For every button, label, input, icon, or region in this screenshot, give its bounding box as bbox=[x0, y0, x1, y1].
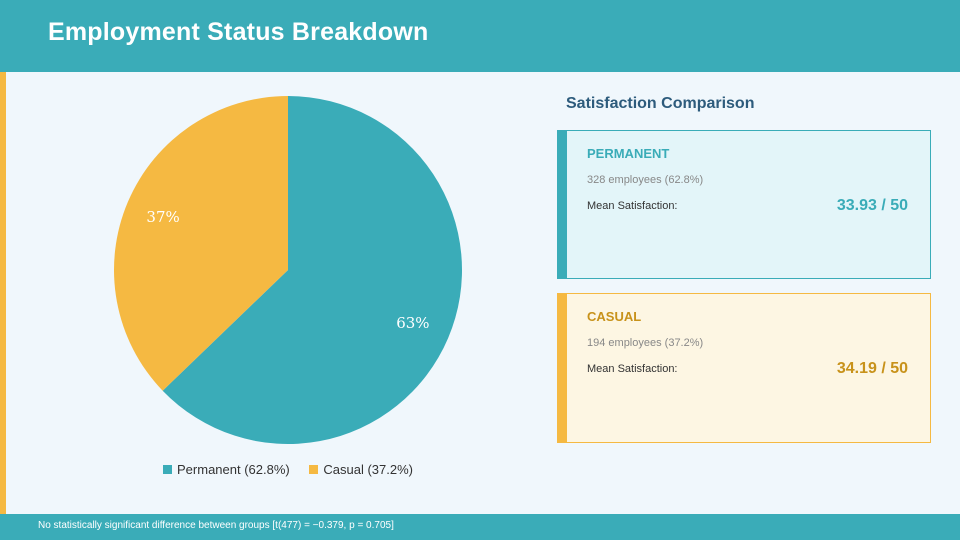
casual-card-accent bbox=[558, 294, 567, 442]
legend-item-casual: Casual (37.2%) bbox=[309, 462, 413, 477]
header-bar: Employment Status Breakdown bbox=[0, 0, 960, 72]
legend-label-casual: Casual (37.2%) bbox=[323, 462, 413, 477]
permanent-card-count: 328 employees (62.8%) bbox=[587, 174, 704, 186]
permanent-card-accent bbox=[558, 131, 567, 278]
legend-label-permanent: Permanent (62.8%) bbox=[177, 462, 290, 477]
footer-note: No statistically significant difference … bbox=[38, 520, 394, 531]
legend-swatch-permanent bbox=[163, 465, 173, 474]
pie-slice-permanent bbox=[162, 96, 462, 444]
casual-card: CASUAL 194 employees (37.2%) Mean Satisf… bbox=[557, 293, 931, 443]
legend-item-permanent: Permanent (62.8%) bbox=[163, 462, 290, 477]
casual-card-label: Mean Satisfaction: bbox=[587, 363, 678, 375]
left-accent-bar bbox=[0, 72, 6, 514]
pie-label-casual: 37% bbox=[146, 208, 179, 226]
pie-chart: 63% 37% bbox=[113, 96, 462, 444]
permanent-card-title: PERMANENT bbox=[587, 146, 670, 161]
page-title: Employment Status Breakdown bbox=[48, 18, 429, 46]
footer-bar: No statistically significant difference … bbox=[0, 514, 960, 540]
permanent-card-label: Mean Satisfaction: bbox=[587, 200, 678, 212]
permanent-card: PERMANENT 328 employees (62.8%) Mean Sat… bbox=[557, 130, 931, 279]
casual-card-count: 194 employees (37.2%) bbox=[587, 337, 704, 349]
pie-slice-casual bbox=[113, 96, 288, 391]
comparison-title: Satisfaction Comparison bbox=[566, 95, 755, 112]
chart-legend: Permanent (62.8%) Casual (37.2%) bbox=[0, 462, 576, 477]
casual-card-title: CASUAL bbox=[587, 309, 642, 324]
permanent-card-value: 33.93 / 50 bbox=[836, 197, 908, 214]
legend-swatch-casual bbox=[309, 465, 319, 474]
casual-card-value: 34.19 / 50 bbox=[836, 360, 908, 377]
pie-label-permanent: 63% bbox=[396, 314, 429, 332]
